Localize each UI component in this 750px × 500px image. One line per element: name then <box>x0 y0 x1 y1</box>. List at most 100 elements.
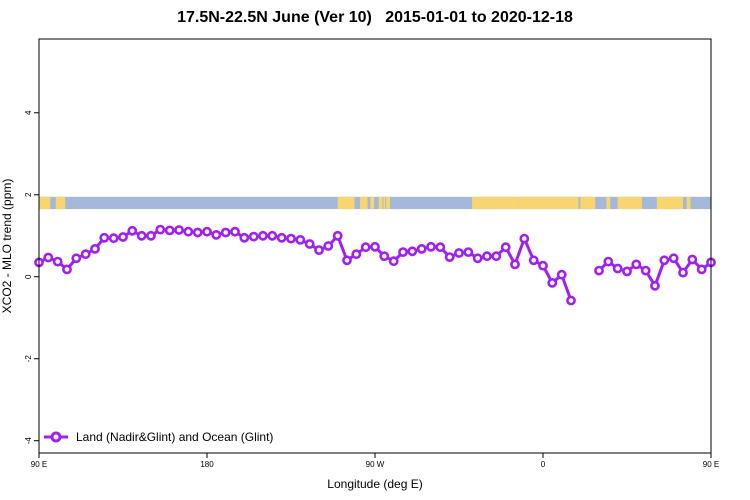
data-point <box>650 280 660 291</box>
data-point <box>472 253 483 264</box>
data-point <box>435 242 446 253</box>
data-point <box>332 230 343 241</box>
data-point <box>622 266 632 277</box>
data-point <box>127 225 138 236</box>
data-point <box>556 269 567 280</box>
y-axis: -4 -2 0 2 4 <box>24 110 39 444</box>
data-point <box>118 232 128 242</box>
land-band-segment <box>378 196 383 210</box>
data-point <box>407 246 418 257</box>
data-point <box>80 249 91 260</box>
series-layer <box>34 224 716 306</box>
data-point <box>174 225 184 235</box>
data-point <box>612 263 623 274</box>
data-point <box>164 225 175 236</box>
data-point <box>136 230 147 241</box>
land-band-segment <box>656 196 683 210</box>
data-point <box>519 233 530 244</box>
data-point <box>43 252 54 263</box>
land-band-segment <box>617 196 642 210</box>
data-point <box>659 255 670 266</box>
data-point <box>444 252 455 262</box>
land-band-segment <box>386 196 390 210</box>
y-tick-label: 4 <box>24 110 33 115</box>
data-point <box>687 254 698 265</box>
data-point <box>538 260 548 271</box>
x-tick-label: 180 <box>200 460 214 469</box>
y-tick-label: 2 <box>24 192 33 197</box>
data-point <box>398 247 408 257</box>
land-band-segment <box>337 196 355 210</box>
land-band-segment <box>686 196 691 210</box>
data-point <box>696 264 707 275</box>
data-point <box>146 230 156 241</box>
data-point <box>211 229 222 240</box>
data-point <box>239 232 250 243</box>
data-point <box>594 265 604 276</box>
data-point <box>202 226 212 237</box>
data-point <box>323 241 334 251</box>
data-point <box>71 253 82 264</box>
data-point <box>640 265 651 276</box>
x-tick-label: 0 <box>541 460 546 469</box>
data-point <box>370 241 380 252</box>
data-point <box>248 231 259 242</box>
data-point <box>99 232 110 243</box>
data-point <box>304 239 315 249</box>
data-point <box>566 295 576 306</box>
data-point <box>500 242 511 253</box>
data-point <box>668 253 679 264</box>
data-point <box>528 255 539 266</box>
legend-entry-label: Land (Nadir&Glint) and Ocean (Glint) <box>76 430 273 444</box>
y-axis-label: XCO2 - MLO trend (ppm) <box>0 179 14 314</box>
data-point <box>155 224 166 235</box>
data-point <box>379 251 390 262</box>
legend: Land (Nadir&Glint) and Ocean (Glint) <box>44 430 273 444</box>
x-tick-label: 90 E <box>31 460 47 469</box>
data-point <box>482 251 492 262</box>
legend-marker-swatch <box>50 431 62 443</box>
x-tick-label: 90 W <box>366 460 385 469</box>
data-point <box>62 264 72 275</box>
x-tick-label: 90 E <box>703 460 719 469</box>
data-point <box>342 255 352 266</box>
land-ocean-band <box>39 196 711 210</box>
land-band-segment <box>360 196 368 210</box>
land-band-segment <box>39 196 51 210</box>
data-point <box>491 251 502 262</box>
data-point <box>295 234 306 245</box>
y-tick-label: -2 <box>24 355 33 363</box>
data-point <box>360 242 371 253</box>
data-point <box>603 256 614 267</box>
x-axis-label: Longitude (deg E) <box>327 477 422 491</box>
land-band-segment <box>383 196 386 210</box>
data-point <box>286 233 296 244</box>
y-tick-label: -4 <box>24 437 33 445</box>
land-band-segment <box>55 196 66 210</box>
data-point <box>90 243 100 254</box>
chart-title: 17.5N-22.5N June (Ver 10) 2015-01-01 to … <box>177 9 573 26</box>
data-point <box>52 256 63 267</box>
data-point <box>426 241 436 252</box>
data-point <box>258 230 268 241</box>
data-point <box>547 277 558 288</box>
data-point <box>183 226 194 237</box>
land-band-segment <box>472 196 519 210</box>
land-band-segment <box>518 196 579 210</box>
data-point <box>220 227 231 238</box>
land-band-segment <box>370 196 375 210</box>
land-band-segment <box>580 196 596 210</box>
data-point <box>267 230 278 241</box>
data-point <box>463 247 474 257</box>
data-point <box>108 233 119 244</box>
data-point <box>631 259 642 270</box>
data-point <box>192 227 203 238</box>
data-point <box>230 226 240 237</box>
x-axis: 90 E 180 90 W 0 90 E <box>31 453 719 469</box>
y-tick-label: 0 <box>24 274 33 279</box>
land-band-segment <box>606 196 611 210</box>
data-point <box>388 256 399 267</box>
data-point <box>416 243 427 254</box>
data-point <box>454 248 464 258</box>
